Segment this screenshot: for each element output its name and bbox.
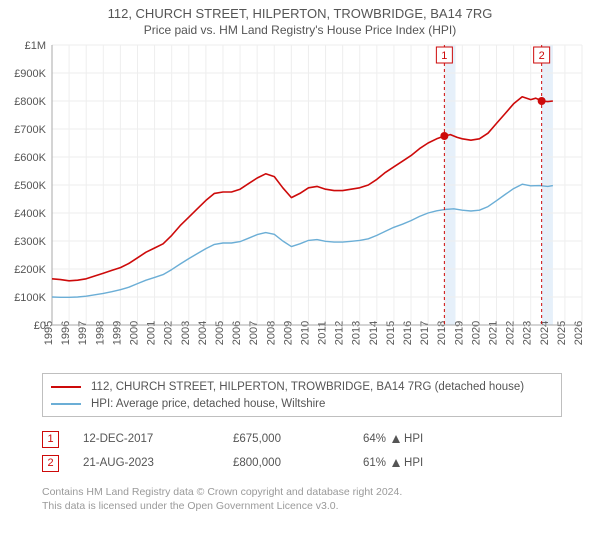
svg-text:1: 1 (441, 50, 447, 62)
svg-text:2020: 2020 (470, 321, 482, 345)
svg-text:2017: 2017 (419, 321, 431, 345)
svg-text:2003: 2003 (180, 321, 192, 345)
trade-marker-icon: 1 (42, 431, 59, 448)
svg-text:2014: 2014 (368, 321, 380, 345)
svg-text:2004: 2004 (197, 321, 209, 345)
svg-text:2015: 2015 (385, 321, 397, 345)
svg-text:2001: 2001 (146, 321, 158, 345)
svg-text:2026: 2026 (573, 321, 585, 345)
trade-date: 12-DEC-2017 (83, 433, 233, 445)
svg-text:£900K: £900K (14, 68, 46, 80)
svg-text:2013: 2013 (351, 321, 363, 345)
trade-price: £675,000 (233, 433, 363, 445)
legend-label: 112, CHURCH STREET, HILPERTON, TROWBRIDG… (91, 381, 524, 393)
trade-row: 2 21-AUG-2023 £800,000 61% HPI (42, 451, 600, 475)
title-line-1: 112, CHURCH STREET, HILPERTON, TROWBRIDG… (0, 6, 600, 21)
svg-text:£100K: £100K (14, 292, 46, 304)
legend-label: HPI: Average price, detached house, Wilt… (91, 398, 325, 410)
svg-text:2025: 2025 (556, 321, 568, 345)
trade-hpi: 61% HPI (363, 457, 423, 469)
svg-text:2024: 2024 (539, 321, 551, 345)
svg-text:2016: 2016 (402, 321, 414, 345)
svg-text:1995: 1995 (43, 321, 55, 345)
svg-text:£300K: £300K (14, 236, 46, 248)
svg-text:£700K: £700K (14, 124, 46, 136)
trades-table: 1 12-DEC-2017 £675,000 64% HPI 2 21-AUG-… (42, 427, 600, 475)
trade-pct: 64% (363, 433, 386, 445)
svg-text:2002: 2002 (163, 321, 175, 345)
legend-swatch (51, 403, 81, 405)
price-chart: £0£100K£200K£300K£400K£500K£600K£700K£80… (0, 37, 600, 367)
svg-text:£1M: £1M (25, 40, 46, 52)
svg-text:1999: 1999 (111, 321, 123, 345)
trade-marker-icon: 2 (42, 455, 59, 472)
svg-text:2021: 2021 (488, 321, 500, 345)
legend: 112, CHURCH STREET, HILPERTON, TROWBRIDG… (42, 373, 562, 417)
svg-text:2012: 2012 (334, 321, 346, 345)
svg-text:2000: 2000 (128, 321, 140, 345)
svg-text:1998: 1998 (94, 321, 106, 345)
trade-suffix: HPI (404, 457, 423, 469)
svg-text:2009: 2009 (282, 321, 294, 345)
svg-text:2007: 2007 (248, 321, 260, 345)
title-line-2: Price paid vs. HM Land Registry's House … (0, 23, 600, 37)
svg-text:2023: 2023 (522, 321, 534, 345)
svg-text:£500K: £500K (14, 180, 46, 192)
svg-text:£400K: £400K (14, 208, 46, 220)
trade-pct: 61% (363, 457, 386, 469)
chart-title-block: 112, CHURCH STREET, HILPERTON, TROWBRIDG… (0, 0, 600, 37)
svg-text:2005: 2005 (214, 321, 226, 345)
svg-text:1996: 1996 (60, 321, 72, 345)
footer-line-1: Contains HM Land Registry data © Crown c… (42, 485, 600, 499)
trade-row: 1 12-DEC-2017 £675,000 64% HPI (42, 427, 600, 451)
svg-text:2: 2 (539, 50, 545, 62)
trade-price: £800,000 (233, 457, 363, 469)
footer-attribution: Contains HM Land Registry data © Crown c… (42, 485, 600, 513)
footer-line-2: This data is licensed under the Open Gov… (42, 499, 600, 513)
svg-text:2006: 2006 (231, 321, 243, 345)
svg-text:£800K: £800K (14, 96, 46, 108)
trade-suffix: HPI (404, 433, 423, 445)
svg-text:1997: 1997 (77, 321, 89, 345)
legend-swatch (51, 386, 81, 388)
svg-text:2010: 2010 (299, 321, 311, 345)
arrow-up-icon (392, 435, 400, 443)
trade-date: 21-AUG-2023 (83, 457, 233, 469)
svg-text:2008: 2008 (265, 321, 277, 345)
legend-row: 112, CHURCH STREET, HILPERTON, TROWBRIDG… (51, 378, 553, 395)
svg-text:2019: 2019 (453, 321, 465, 345)
trade-hpi: 64% HPI (363, 433, 423, 445)
svg-text:2022: 2022 (505, 321, 517, 345)
legend-row: HPI: Average price, detached house, Wilt… (51, 395, 553, 412)
svg-text:£200K: £200K (14, 264, 46, 276)
svg-text:2018: 2018 (436, 321, 448, 345)
arrow-up-icon (392, 459, 400, 467)
svg-text:£600K: £600K (14, 152, 46, 164)
